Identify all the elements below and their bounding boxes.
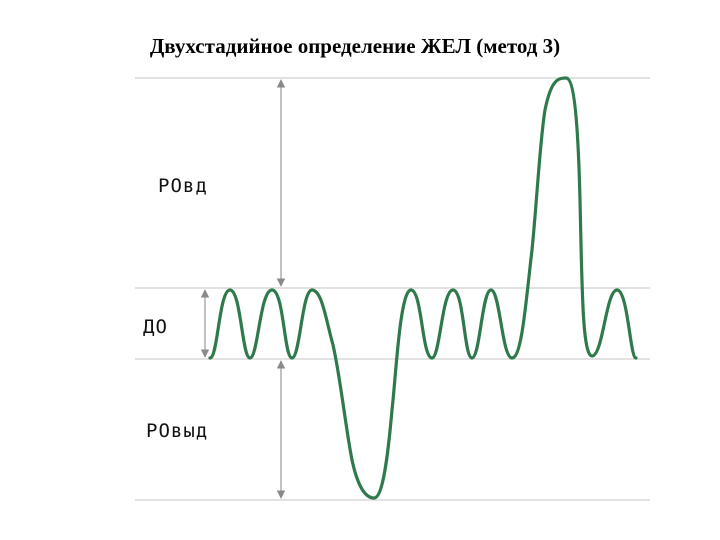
rovyd-label: РОвыд [146,420,208,442]
do-label: ДО [143,316,168,338]
spirogram-curve [208,76,638,500]
rovd-label: РОвд [158,175,208,197]
diagram-title: Двухстадийное определение ЖЕЛ (метод 3) [149,34,561,58]
